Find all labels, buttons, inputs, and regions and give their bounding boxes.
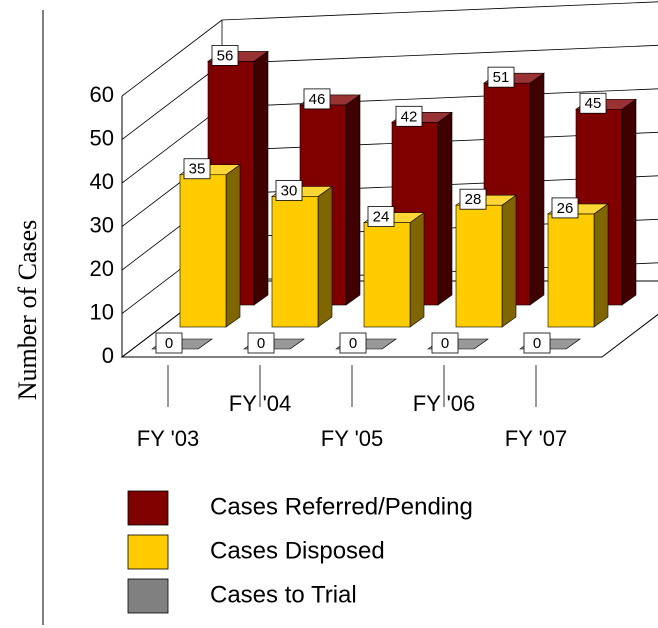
legend-swatch (127, 534, 169, 570)
value-label: 56 (217, 47, 234, 64)
bar-side (501, 194, 517, 328)
x-tick-label: FY '07 (505, 426, 568, 451)
bar-side (253, 50, 269, 306)
value-label-box (579, 92, 607, 114)
value-label-box (459, 188, 487, 210)
value-label: 42 (401, 108, 418, 125)
value-label-box (431, 332, 459, 354)
value-label: 45 (585, 95, 602, 112)
value-label: 0 (257, 335, 265, 352)
grid-line (121, 106, 223, 184)
y-tick-label: 50 (90, 125, 114, 150)
value-label: 26 (557, 200, 574, 217)
x-tick-label: FY '04 (229, 391, 292, 416)
value-label-box (551, 197, 579, 219)
bar (455, 194, 517, 328)
value-label-box (367, 206, 395, 228)
grid-line (221, 44, 658, 64)
value-label-box (211, 45, 239, 66)
bar-side (225, 164, 241, 328)
value-label: 0 (533, 335, 541, 352)
value-label-box (303, 88, 331, 110)
value-label: 24 (373, 209, 390, 226)
grid-line (121, 19, 223, 97)
y-tick-label: 30 (90, 212, 114, 237)
value-label-box (247, 332, 275, 354)
legend-swatch (127, 490, 169, 526)
legend-label: Cases Referred/Pending (210, 493, 473, 520)
x-tick-label: FY '03 (137, 426, 200, 451)
value-label: 28 (465, 191, 482, 208)
value-label-box (339, 332, 367, 354)
bar-side (529, 72, 545, 306)
y-tick-label: 0 (102, 343, 114, 368)
bar-front (547, 213, 595, 328)
value-label-box (183, 158, 211, 180)
bar-side (409, 212, 425, 328)
bar-side (345, 94, 361, 306)
legend-swatch (127, 578, 169, 614)
value-label-box (275, 180, 303, 201)
bar (179, 164, 241, 328)
bar (547, 203, 609, 328)
value-label: 0 (349, 335, 357, 352)
value-label: 35 (189, 161, 206, 178)
bar-side (317, 185, 333, 328)
y-tick-label: 20 (90, 256, 114, 281)
bar-side (437, 111, 453, 306)
value-label: 51 (493, 69, 510, 86)
value-label: 30 (281, 182, 298, 199)
bar-side (621, 98, 637, 306)
bar (271, 185, 333, 328)
y-axis-title: Number of Cases (13, 220, 42, 401)
value-label: 0 (165, 335, 173, 352)
bar-front (271, 196, 319, 328)
legend-label: Cases Disposed (210, 537, 385, 564)
value-label: 0 (441, 335, 449, 352)
y-tick-label: 60 (90, 82, 114, 107)
y-tick-label: 40 (90, 169, 114, 194)
value-label-box (395, 105, 423, 127)
value-label-box (155, 332, 183, 354)
value-label-box (487, 66, 515, 88)
bar (363, 212, 425, 328)
bar-front (363, 222, 411, 328)
bar-front (179, 174, 227, 328)
legend-label: Cases to Trial (210, 581, 357, 608)
grid-line (221, 1, 658, 21)
grid-line (121, 63, 223, 140)
bar-side (593, 203, 609, 328)
x-tick-label: FY '06 (413, 391, 476, 416)
value-label: 46 (309, 91, 326, 108)
y-tick-label: 10 (90, 299, 114, 324)
bar-front (455, 204, 503, 328)
x-tick-label: FY '05 (321, 426, 384, 451)
value-label-box (523, 332, 551, 354)
